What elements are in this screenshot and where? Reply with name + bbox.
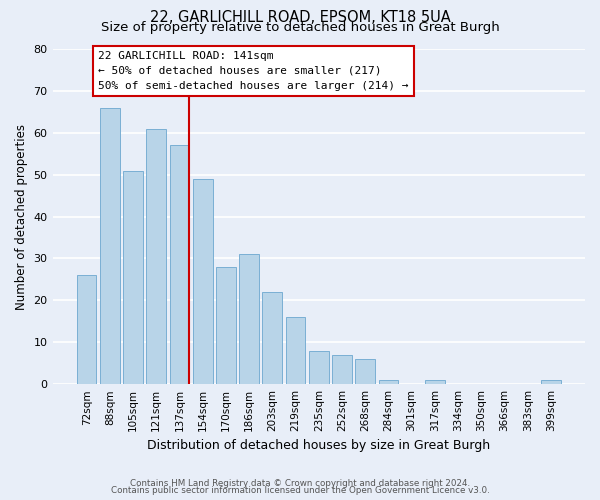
Bar <box>216 267 236 384</box>
Text: Contains HM Land Registry data © Crown copyright and database right 2024.: Contains HM Land Registry data © Crown c… <box>130 478 470 488</box>
Text: 22 GARLICHILL ROAD: 141sqm
← 50% of detached houses are smaller (217)
50% of sem: 22 GARLICHILL ROAD: 141sqm ← 50% of deta… <box>98 51 409 90</box>
Bar <box>170 146 190 384</box>
Bar <box>77 275 97 384</box>
Bar <box>262 292 282 384</box>
Bar <box>332 355 352 384</box>
X-axis label: Distribution of detached houses by size in Great Burgh: Distribution of detached houses by size … <box>147 440 490 452</box>
Bar <box>123 170 143 384</box>
Bar <box>100 108 119 384</box>
Bar <box>193 179 212 384</box>
Bar <box>146 128 166 384</box>
Y-axis label: Number of detached properties: Number of detached properties <box>15 124 28 310</box>
Bar <box>379 380 398 384</box>
Bar <box>541 380 561 384</box>
Text: Contains public sector information licensed under the Open Government Licence v3: Contains public sector information licen… <box>110 486 490 495</box>
Bar <box>355 359 375 384</box>
Text: 22, GARLICHILL ROAD, EPSOM, KT18 5UA: 22, GARLICHILL ROAD, EPSOM, KT18 5UA <box>149 10 451 25</box>
Text: Size of property relative to detached houses in Great Burgh: Size of property relative to detached ho… <box>101 22 499 35</box>
Bar <box>239 254 259 384</box>
Bar <box>286 317 305 384</box>
Bar <box>425 380 445 384</box>
Bar <box>309 350 329 384</box>
